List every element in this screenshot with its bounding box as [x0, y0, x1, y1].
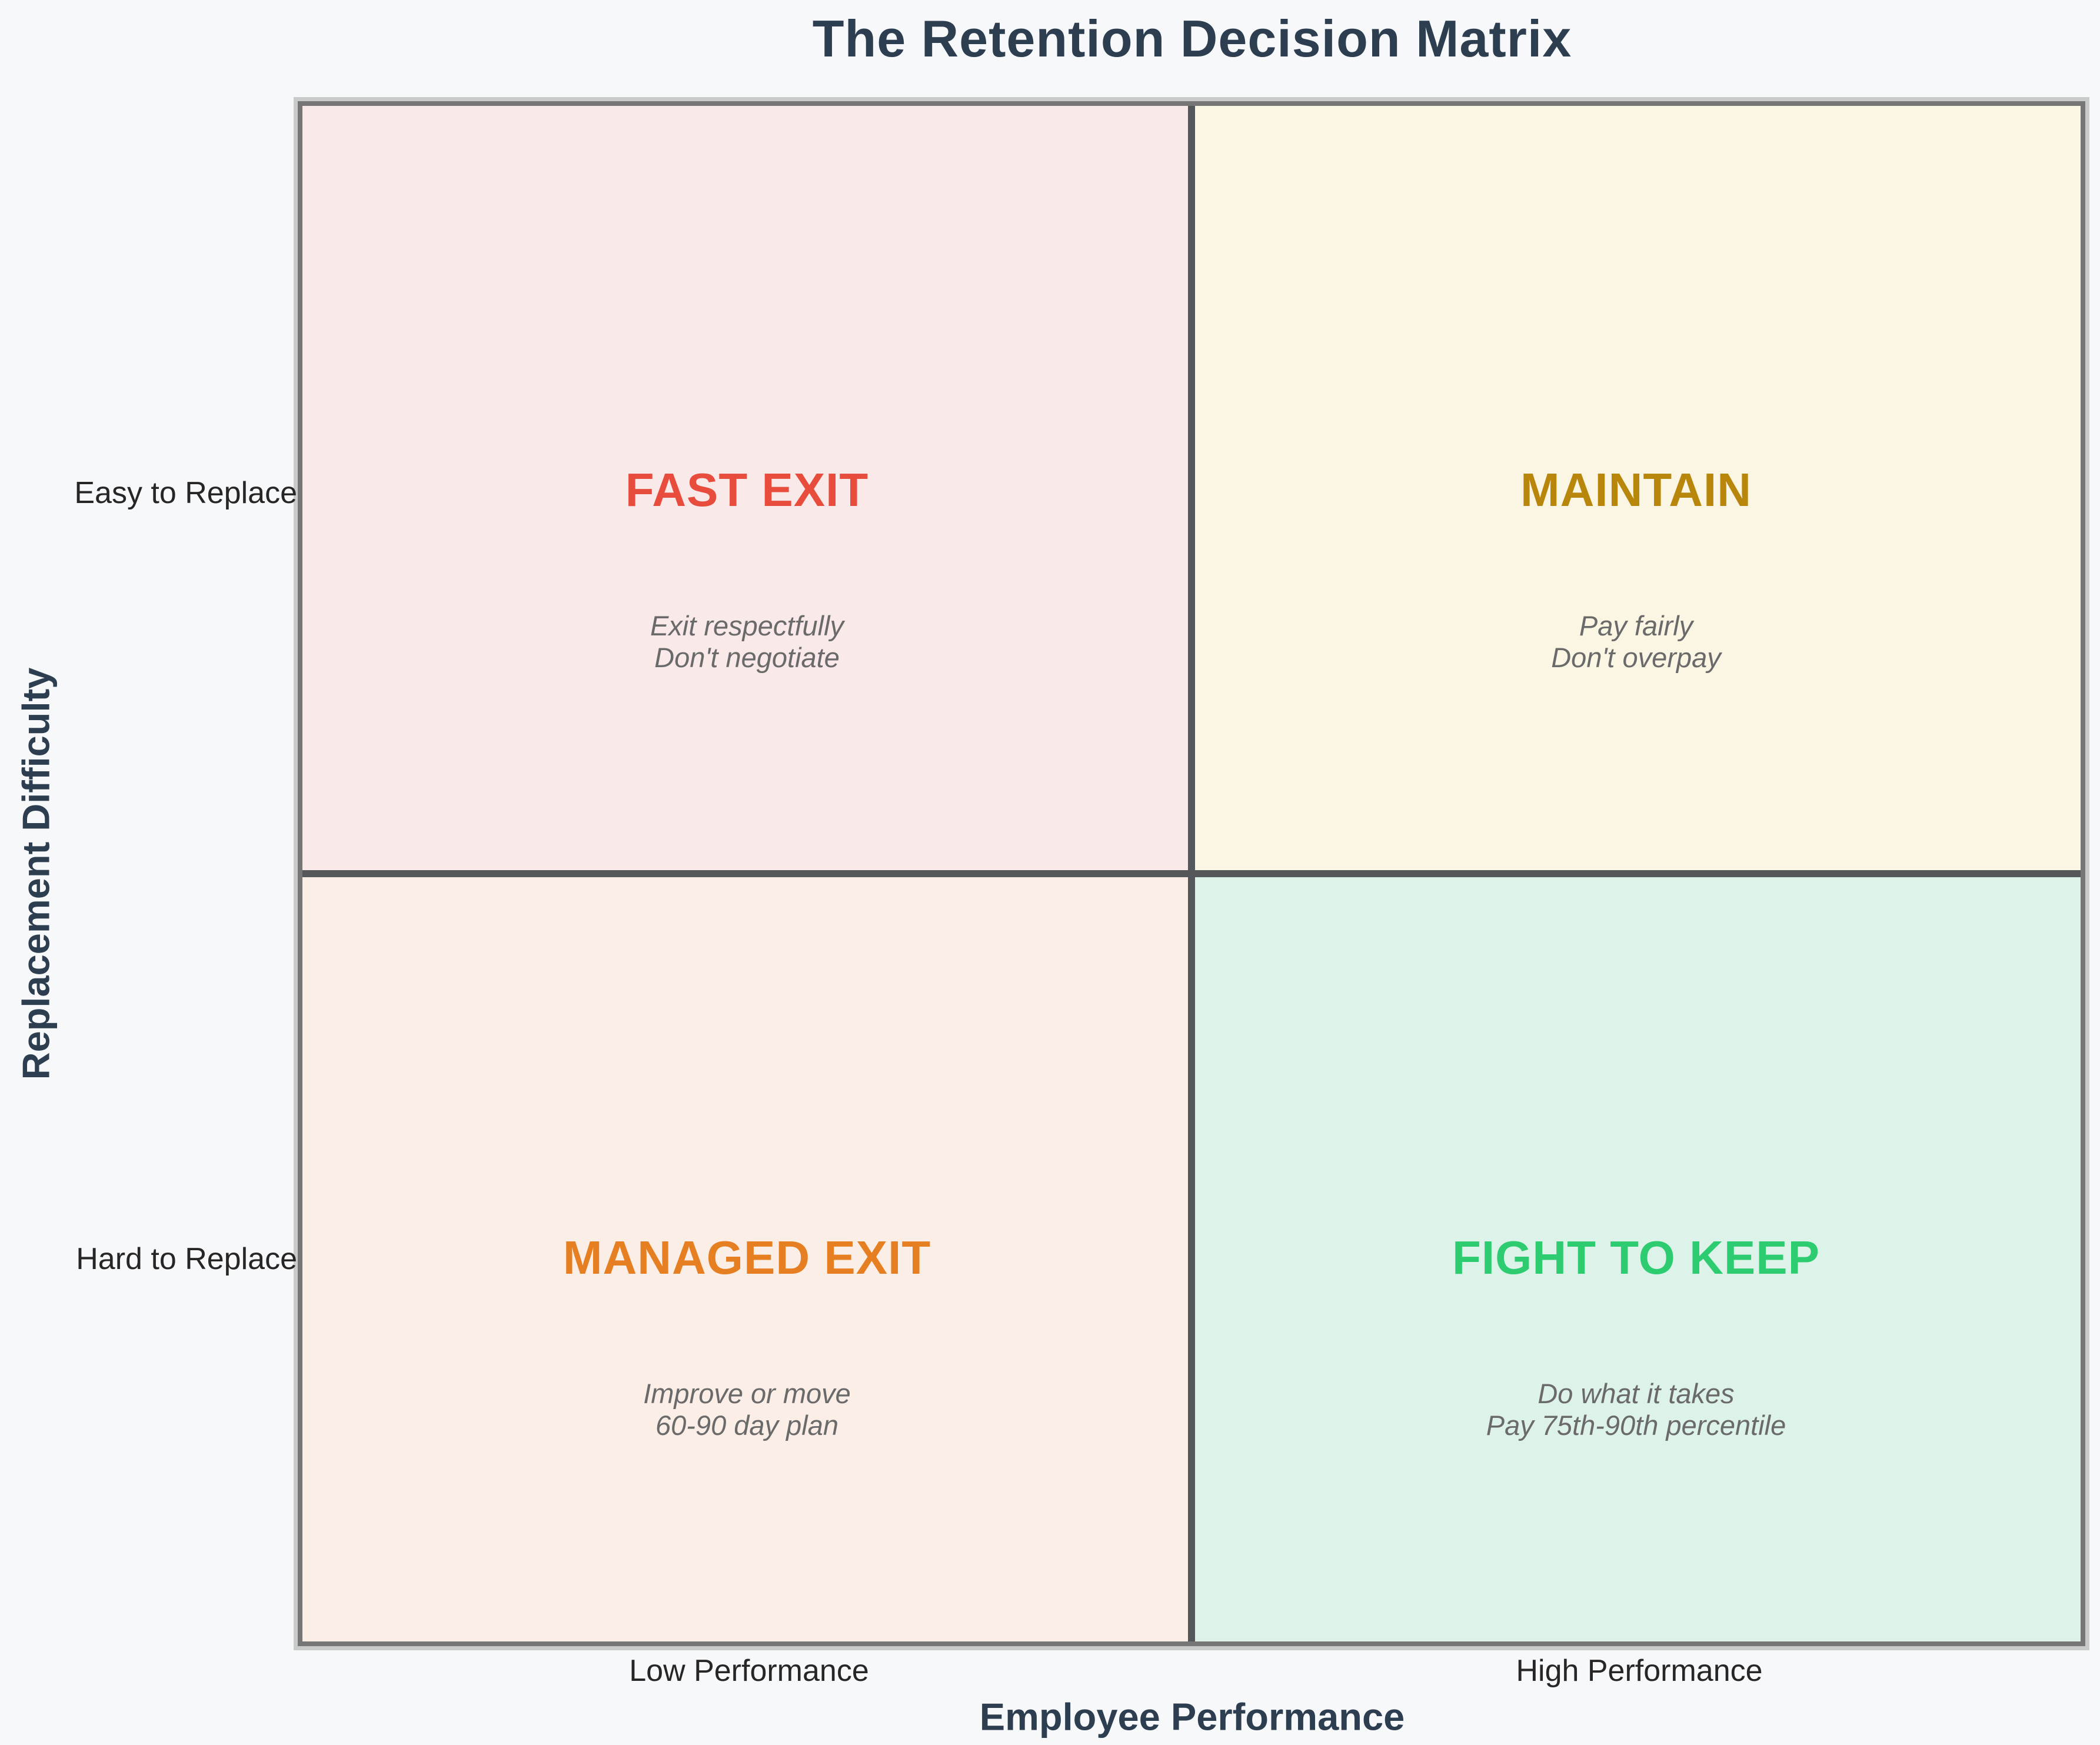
- y-tick-easy-to-replace: Easy to Replace: [74, 476, 297, 510]
- x-axis-label: Employee Performance: [979, 1695, 1405, 1739]
- x-tick-low-performance: Low Performance: [629, 1654, 869, 1688]
- quadrant-title: FIGHT TO KEEP: [1452, 1231, 1820, 1284]
- quadrant-fight-to-keep: FIGHT TO KEEP Do what it takes Pay 75th-…: [1192, 874, 2081, 1641]
- horizontal-divider-line: [302, 870, 2081, 877]
- y-tick-hard-to-replace: Hard to Replace: [76, 1242, 297, 1276]
- quadrant-fast-exit: FAST EXIT Exit respectfully Don't negoti…: [302, 106, 1192, 874]
- matrix-plot-area: FAST EXIT Exit respectfully Don't negoti…: [298, 101, 2085, 1646]
- quadrant-managed-exit: MANAGED EXIT Improve or move 60-90 day p…: [302, 874, 1192, 1641]
- quadrant-subtitle: Do what it takes Pay 75th-90th percentil…: [1486, 1377, 1786, 1441]
- quadrant-subtitle: Improve or move 60-90 day plan: [643, 1377, 851, 1441]
- quadrant-maintain: MAINTAIN Pay fairly Don't overpay: [1192, 106, 2081, 874]
- quadrant-subtitle: Pay fairly Don't overpay: [1551, 610, 1721, 673]
- quadrant-subtitle: Exit respectfully Don't negotiate: [650, 610, 844, 673]
- quadrant-title: MAINTAIN: [1520, 463, 1752, 516]
- quadrant-title: FAST EXIT: [625, 463, 869, 516]
- x-tick-high-performance: High Performance: [1516, 1654, 1763, 1688]
- chart-title: The Retention Decision Matrix: [812, 9, 1572, 68]
- y-axis-label: Replacement Difficulty: [14, 667, 58, 1080]
- quadrant-title: MANAGED EXIT: [563, 1231, 931, 1284]
